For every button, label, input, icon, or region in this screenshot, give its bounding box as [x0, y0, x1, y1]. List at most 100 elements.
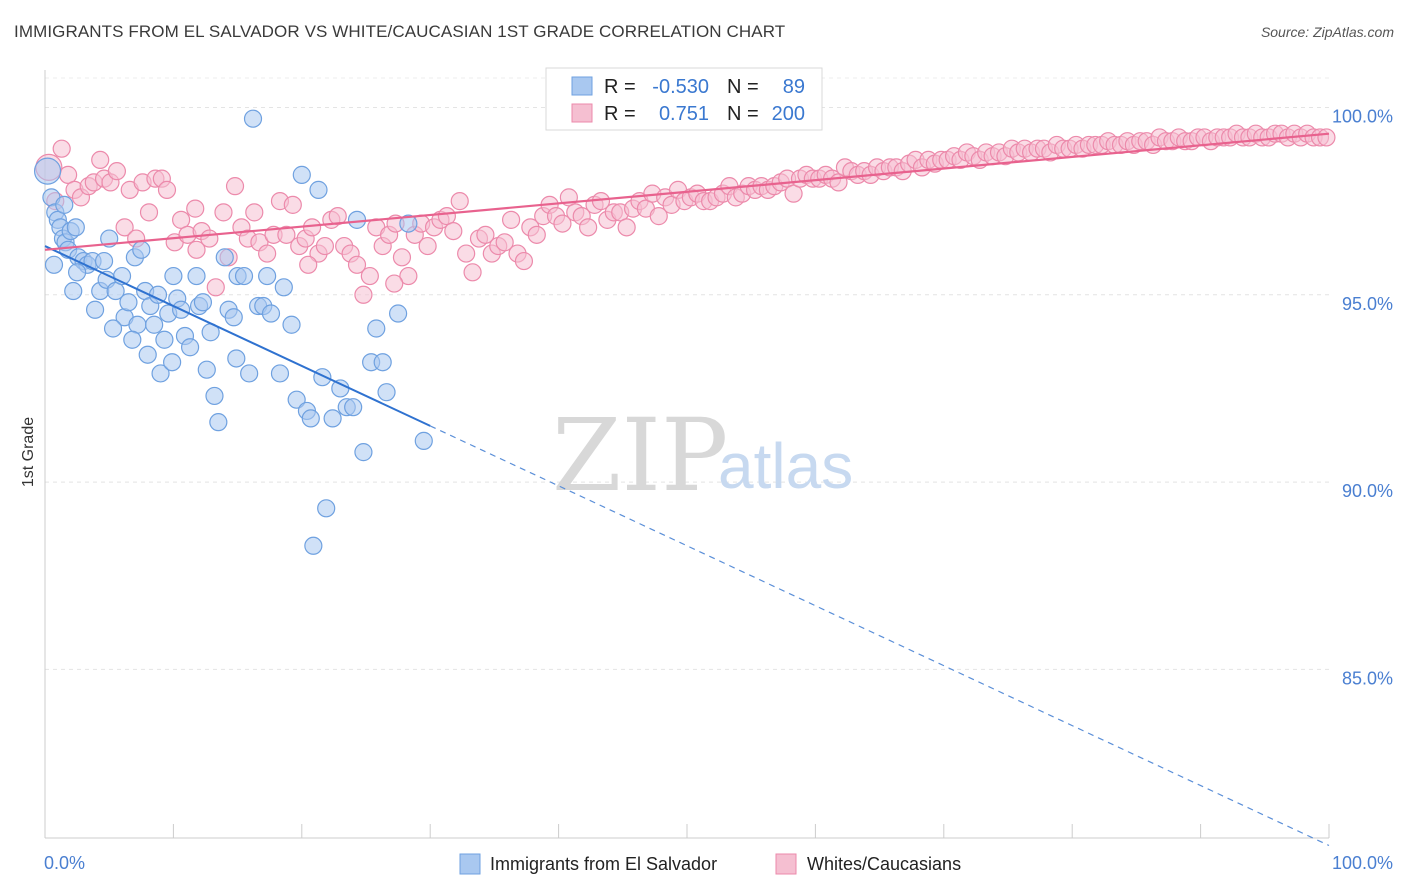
- data-point: [151, 364, 170, 383]
- legend-swatch-blue: [459, 853, 481, 875]
- data-point: [186, 199, 205, 218]
- data-point: [67, 263, 87, 282]
- legend-r-value: 0.751: [659, 103, 709, 125]
- legend-label-pink: Whites/Caucasians: [807, 854, 961, 874]
- data-point: [139, 203, 159, 222]
- x-tick-label: 100.0%: [1332, 853, 1393, 873]
- legend-swatch: [571, 76, 593, 96]
- data-point: [234, 266, 254, 286]
- legend-r-value: -0.530: [652, 76, 709, 98]
- data-point: [164, 266, 183, 286]
- data-point: [354, 285, 373, 304]
- data-point: [94, 251, 114, 271]
- legend-n-key: N =: [727, 103, 759, 125]
- data-point: [55, 195, 74, 214]
- data-point: [115, 218, 134, 237]
- data-point: [274, 278, 293, 297]
- data-point: [107, 162, 127, 181]
- data-point: [309, 180, 328, 199]
- data-point: [553, 214, 572, 233]
- data-point: [418, 236, 437, 256]
- data-point: [399, 214, 418, 233]
- data-point: [304, 536, 323, 555]
- x-tick-label: 0.0%: [44, 853, 85, 873]
- data-point: [373, 353, 392, 372]
- data-point: [649, 207, 668, 226]
- trend-line-blue-extrapolated: [429, 425, 1330, 847]
- data-point: [64, 281, 83, 301]
- data-point: [389, 304, 408, 323]
- data-point: [501, 210, 521, 229]
- data-point: [331, 379, 350, 398]
- data-point: [245, 203, 264, 222]
- data-point: [172, 210, 191, 229]
- data-point: [315, 236, 335, 256]
- data-point: [103, 319, 123, 338]
- watermark-zip: ZIP: [552, 397, 728, 514]
- data-point: [317, 499, 336, 518]
- data-point: [367, 319, 386, 338]
- y-tick-label: 95.0%: [1342, 294, 1393, 314]
- legend-n-key: N =: [727, 76, 759, 98]
- data-point: [385, 274, 404, 293]
- data-point: [155, 330, 174, 349]
- data-point: [313, 368, 332, 387]
- data-point: [347, 255, 367, 274]
- data-point: [209, 413, 228, 432]
- data-point: [360, 266, 379, 286]
- data-point: [283, 195, 302, 214]
- data-point: [444, 221, 463, 241]
- grid-lines: [45, 77, 1329, 670]
- data-point: [457, 244, 476, 263]
- data-point: [205, 386, 224, 406]
- data-point: [227, 349, 246, 368]
- data-point: [287, 390, 306, 409]
- data-point: [243, 109, 263, 128]
- data-point: [450, 192, 469, 211]
- data-point: [277, 225, 296, 244]
- legend-r-key: R =: [604, 76, 636, 98]
- data-point: [344, 398, 363, 417]
- data-point: [224, 308, 243, 327]
- data-point: [123, 330, 142, 349]
- data-point: [66, 218, 85, 237]
- data-point: [579, 218, 598, 237]
- data-point: [258, 266, 277, 286]
- y-axis-label: 1st Grade: [20, 417, 37, 487]
- data-point: [495, 233, 514, 252]
- data-point: [163, 353, 182, 372]
- trend-lines: [44, 132, 1330, 847]
- legend-n-value: 89: [783, 76, 805, 98]
- data-point: [292, 165, 311, 184]
- data-point: [106, 281, 125, 301]
- data-point: [52, 139, 71, 158]
- data-point: [261, 304, 281, 323]
- bottom-legend: Immigrants from El Salvador Whites/Caucas…: [459, 853, 961, 875]
- data-point: [44, 255, 64, 274]
- data-point: [282, 315, 301, 334]
- y-tick-label: 100.0%: [1332, 106, 1393, 126]
- data-point: [193, 293, 213, 312]
- data-point: [157, 180, 177, 199]
- data-point: [328, 207, 347, 226]
- data-point: [377, 383, 396, 402]
- data-point: [187, 240, 206, 259]
- data-point: [399, 266, 418, 286]
- tick-labels: 100.0% 95.0% 90.0% 85.0% 0.0% 100.0%: [44, 106, 1393, 873]
- data-points: [33, 109, 1336, 555]
- data-point: [354, 443, 373, 462]
- legend-swatch-pink: [775, 853, 797, 875]
- data-point: [414, 431, 433, 450]
- y-tick-label: 85.0%: [1342, 668, 1393, 688]
- data-point: [215, 248, 234, 267]
- data-point: [145, 315, 164, 334]
- watermark-atlas: atlas: [718, 430, 853, 502]
- data-point: [463, 263, 482, 282]
- legend-box: R = -0.530 N = 89 R = 0.751 N = 200: [545, 67, 823, 131]
- data-point: [299, 255, 318, 274]
- data-point: [180, 338, 200, 357]
- y-tick-label: 90.0%: [1342, 481, 1393, 501]
- data-point: [206, 278, 225, 297]
- data-point: [392, 248, 412, 267]
